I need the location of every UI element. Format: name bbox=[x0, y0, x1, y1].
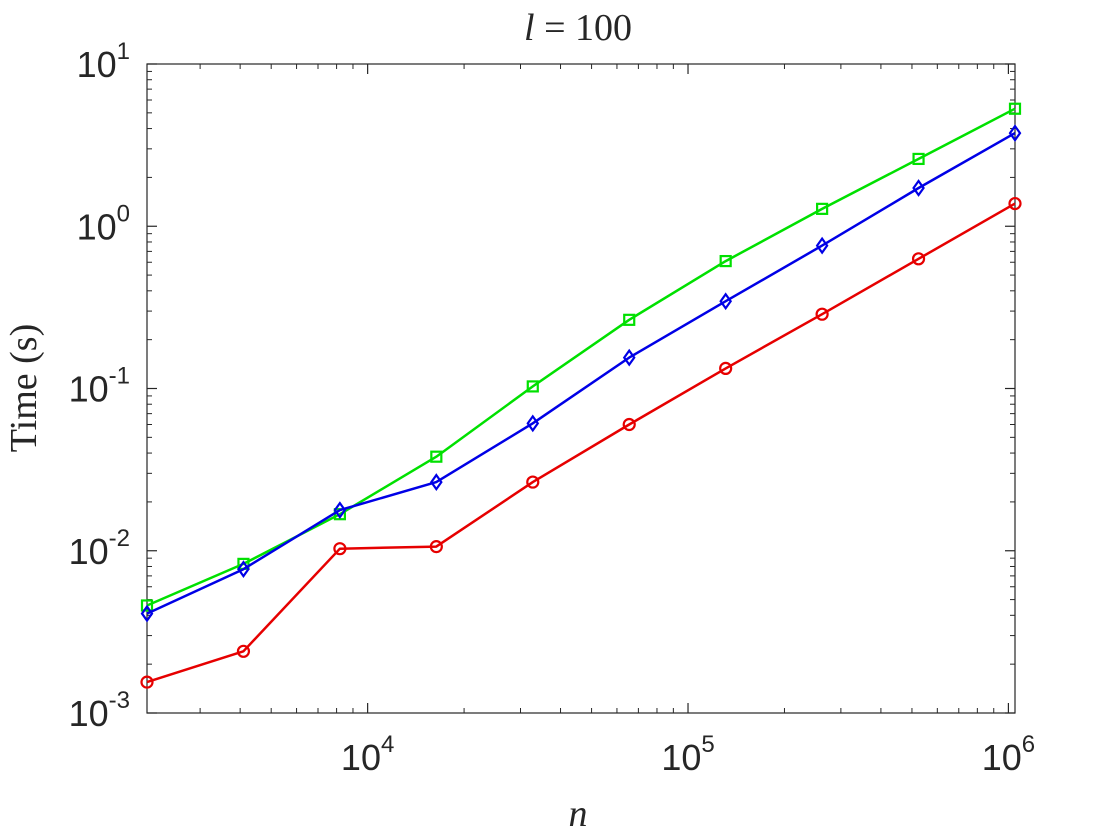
y-axis-label: Time (s) bbox=[3, 324, 45, 452]
data-point-diamond bbox=[622, 348, 636, 367]
data-point-circle bbox=[429, 540, 443, 554]
data-point-square bbox=[912, 152, 925, 166]
data-point-square bbox=[430, 450, 443, 463]
chart-title: l = 100 bbox=[524, 7, 632, 49]
data-point-diamond bbox=[912, 179, 925, 197]
data-point-circle bbox=[911, 252, 926, 266]
y-tick-label: 100 bbox=[77, 200, 130, 247]
series-circle bbox=[140, 196, 1022, 689]
series-line bbox=[146, 107, 1016, 607]
data-point-circle bbox=[1008, 196, 1022, 211]
data-point-diamond bbox=[333, 501, 347, 520]
x-tick-label: 105 bbox=[661, 731, 714, 778]
tick-labels: 104 105 106 10-3 10-2 10-1 100 101 bbox=[69, 38, 1035, 778]
series-layer bbox=[140, 102, 1022, 689]
data-point-square bbox=[140, 599, 154, 612]
x-axis-label: n bbox=[569, 793, 588, 835]
y-tick-label: 10-2 bbox=[69, 525, 130, 572]
data-point-circle bbox=[622, 417, 636, 432]
y-tick-label: 10-1 bbox=[69, 363, 130, 410]
data-point-circle bbox=[333, 542, 347, 556]
data-point-diamond bbox=[237, 560, 250, 579]
x-tick-label: 104 bbox=[341, 731, 394, 778]
data-point-circle bbox=[526, 475, 540, 489]
series-line bbox=[146, 202, 1016, 684]
y-tick-label: 10-3 bbox=[69, 687, 130, 734]
data-point-diamond bbox=[815, 236, 829, 255]
data-point-square bbox=[623, 313, 636, 326]
data-point-circle bbox=[236, 644, 251, 658]
data-point-diamond bbox=[140, 604, 154, 623]
data-point-diamond bbox=[429, 473, 443, 491]
data-point-circle bbox=[140, 675, 154, 689]
major-ticks bbox=[147, 63, 1015, 714]
data-point-square bbox=[816, 202, 829, 215]
data-point-diamond bbox=[526, 414, 540, 433]
data-point-square bbox=[719, 254, 732, 268]
data-point-circle bbox=[815, 307, 829, 321]
data-point-square bbox=[526, 380, 539, 393]
series-line bbox=[146, 132, 1016, 615]
y-tick-label: 101 bbox=[77, 38, 130, 85]
series-diamond bbox=[140, 124, 1022, 623]
data-point-square bbox=[1008, 102, 1022, 115]
x-tick-label: 106 bbox=[982, 731, 1035, 778]
series-square bbox=[140, 102, 1022, 612]
data-point-circle bbox=[719, 361, 733, 376]
data-point-diamond bbox=[719, 292, 733, 311]
data-point-diamond bbox=[1008, 124, 1022, 143]
